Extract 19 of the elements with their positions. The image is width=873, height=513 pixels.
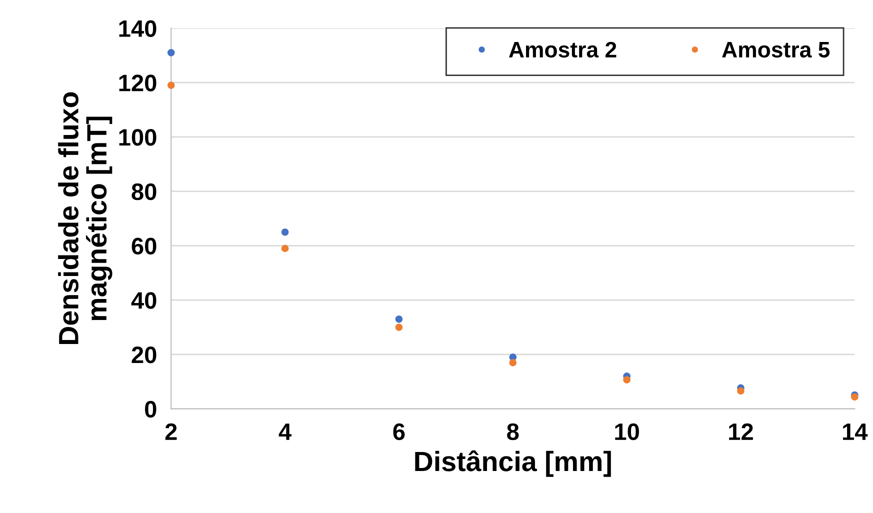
y-tick-label: 20 [132, 346, 156, 364]
y-tick-label: 0 [145, 400, 156, 418]
x-tick-label: 2 [165, 423, 177, 440]
y-tick-label: 120 [119, 74, 156, 92]
x-tick-label: 14 [843, 424, 868, 440]
y-tick-label: 80 [132, 183, 156, 200]
y-axis-title: Densidade de fluxo magnético [mT] [58, 92, 112, 344]
legend-label: Amostra 5 [722, 42, 830, 58]
x-tick-label: 8 [507, 423, 519, 440]
y-tick-label: 100 [119, 129, 156, 146]
legend-label: Amostra 2 [508, 42, 616, 58]
x-axis-title: Distância [mm] [415, 450, 611, 477]
x-tick-label: 10 [615, 423, 639, 440]
x-tick-label: 4 [278, 424, 292, 440]
y-tick-label: 40 [131, 292, 156, 309]
x-tick-label: 6 [393, 423, 405, 440]
x-tick-label: 12 [729, 423, 753, 440]
y-tick-label: 140 [119, 20, 156, 38]
y-tick-label: 60 [132, 238, 156, 255]
